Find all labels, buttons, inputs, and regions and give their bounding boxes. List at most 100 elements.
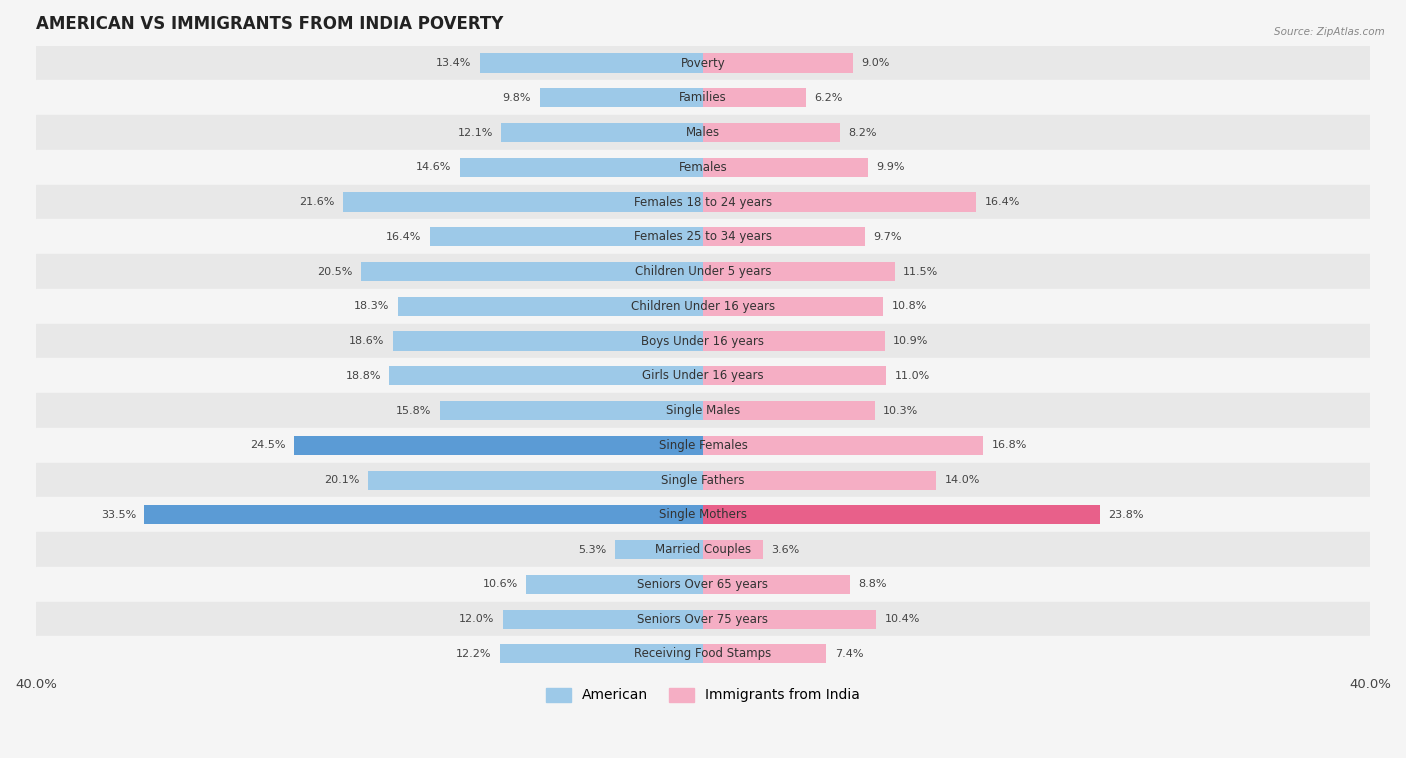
Text: 33.5%: 33.5% <box>101 510 136 520</box>
Text: Source: ZipAtlas.com: Source: ZipAtlas.com <box>1274 27 1385 36</box>
Text: 10.3%: 10.3% <box>883 406 918 415</box>
Text: 9.9%: 9.9% <box>876 162 905 172</box>
Bar <box>703 193 977 211</box>
Text: AMERICAN VS IMMIGRANTS FROM INDIA POVERTY: AMERICAN VS IMMIGRANTS FROM INDIA POVERT… <box>37 15 503 33</box>
Text: 5.3%: 5.3% <box>578 544 606 555</box>
Text: Girls Under 16 years: Girls Under 16 years <box>643 369 763 382</box>
Text: 18.8%: 18.8% <box>346 371 381 381</box>
Bar <box>145 506 703 525</box>
Bar <box>703 88 807 108</box>
Text: 8.2%: 8.2% <box>848 127 876 137</box>
Text: Single Males: Single Males <box>666 404 740 417</box>
Bar <box>389 366 703 385</box>
Text: Families: Families <box>679 91 727 105</box>
Text: 16.4%: 16.4% <box>984 197 1021 207</box>
Bar <box>37 428 1369 462</box>
Bar <box>37 359 1369 393</box>
Bar <box>37 45 1369 80</box>
Legend: American, Immigrants from India: American, Immigrants from India <box>540 682 866 708</box>
Bar <box>37 532 1369 567</box>
Bar <box>37 567 1369 602</box>
Text: 12.1%: 12.1% <box>457 127 494 137</box>
Bar <box>440 401 703 420</box>
Bar <box>703 54 853 73</box>
Bar <box>37 219 1369 254</box>
Bar <box>37 289 1369 324</box>
Bar <box>37 115 1369 150</box>
Bar <box>37 254 1369 289</box>
Bar <box>37 602 1369 637</box>
Bar <box>703 401 875 420</box>
Text: Children Under 5 years: Children Under 5 years <box>634 265 772 278</box>
Text: 15.8%: 15.8% <box>396 406 432 415</box>
Bar <box>703 575 849 594</box>
Bar <box>703 609 876 628</box>
Text: 12.2%: 12.2% <box>456 649 491 659</box>
Text: Boys Under 16 years: Boys Under 16 years <box>641 334 765 348</box>
Text: 24.5%: 24.5% <box>250 440 285 450</box>
Text: 10.4%: 10.4% <box>884 614 920 624</box>
Bar <box>703 471 936 490</box>
Text: 14.0%: 14.0% <box>945 475 980 485</box>
Text: Single Mothers: Single Mothers <box>659 509 747 522</box>
Bar <box>499 644 703 663</box>
Text: Married Couples: Married Couples <box>655 543 751 556</box>
Bar <box>540 88 703 108</box>
Text: 13.4%: 13.4% <box>436 58 471 68</box>
Text: Children Under 16 years: Children Under 16 years <box>631 300 775 313</box>
Bar <box>703 227 865 246</box>
Text: 11.5%: 11.5% <box>903 267 938 277</box>
Text: 10.6%: 10.6% <box>482 579 517 589</box>
Bar <box>703 331 884 351</box>
Text: 6.2%: 6.2% <box>814 92 844 103</box>
Bar <box>614 540 703 559</box>
Bar <box>37 637 1369 671</box>
Text: Seniors Over 65 years: Seniors Over 65 years <box>637 578 769 590</box>
Text: 9.8%: 9.8% <box>503 92 531 103</box>
Bar <box>294 436 703 455</box>
Bar <box>503 609 703 628</box>
Text: Females 25 to 34 years: Females 25 to 34 years <box>634 230 772 243</box>
Text: 8.8%: 8.8% <box>858 579 887 589</box>
Bar <box>37 185 1369 219</box>
Bar <box>526 575 703 594</box>
Bar <box>703 158 868 177</box>
Bar <box>368 471 703 490</box>
Bar <box>479 54 703 73</box>
Text: 14.6%: 14.6% <box>416 162 451 172</box>
Text: 20.5%: 20.5% <box>318 267 353 277</box>
Bar <box>361 262 703 281</box>
Text: 9.0%: 9.0% <box>862 58 890 68</box>
Bar <box>703 436 983 455</box>
Text: Females 18 to 24 years: Females 18 to 24 years <box>634 196 772 208</box>
Bar <box>37 80 1369 115</box>
Text: 16.4%: 16.4% <box>385 232 422 242</box>
Bar <box>460 158 703 177</box>
Bar <box>703 296 883 316</box>
Text: Receiving Food Stamps: Receiving Food Stamps <box>634 647 772 660</box>
Text: Single Females: Single Females <box>658 439 748 452</box>
Bar <box>398 296 703 316</box>
Bar <box>429 227 703 246</box>
Text: Seniors Over 75 years: Seniors Over 75 years <box>637 612 769 625</box>
Text: 10.9%: 10.9% <box>893 336 928 346</box>
Bar <box>37 150 1369 185</box>
Bar <box>703 123 839 142</box>
Text: 21.6%: 21.6% <box>299 197 335 207</box>
Bar <box>703 506 1099 525</box>
Bar <box>392 331 703 351</box>
Text: Females: Females <box>679 161 727 174</box>
Bar <box>343 193 703 211</box>
Text: 3.6%: 3.6% <box>772 544 800 555</box>
Text: 16.8%: 16.8% <box>991 440 1026 450</box>
Bar <box>37 497 1369 532</box>
Text: 18.3%: 18.3% <box>354 301 389 312</box>
Text: Single Fathers: Single Fathers <box>661 474 745 487</box>
Text: 12.0%: 12.0% <box>460 614 495 624</box>
Bar <box>501 123 703 142</box>
Text: Males: Males <box>686 126 720 139</box>
Text: Poverty: Poverty <box>681 57 725 70</box>
Text: 10.8%: 10.8% <box>891 301 927 312</box>
Bar <box>37 393 1369 428</box>
Text: 9.7%: 9.7% <box>873 232 901 242</box>
